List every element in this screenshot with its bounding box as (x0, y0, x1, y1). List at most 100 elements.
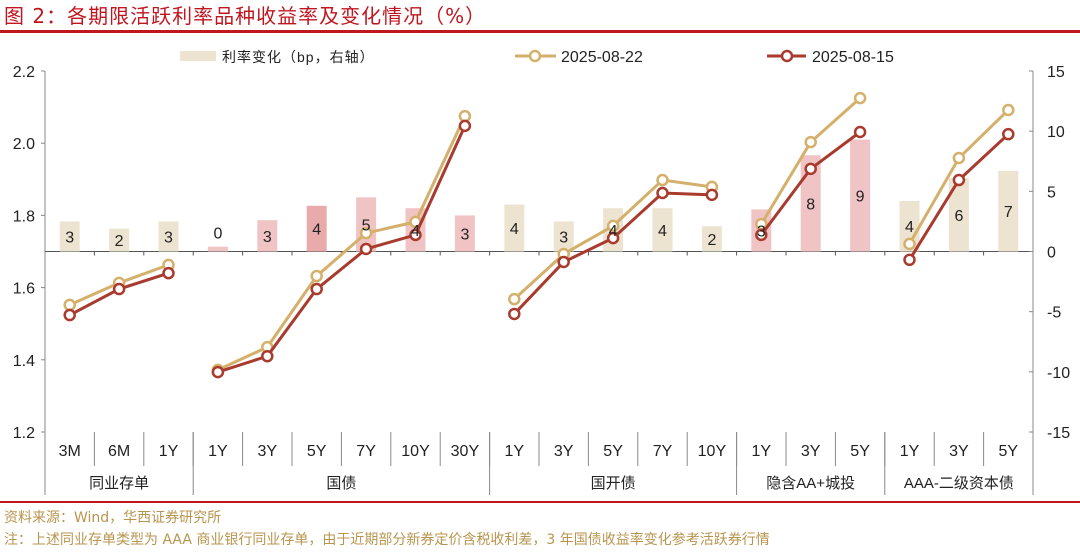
category-label: 3Y (554, 443, 574, 460)
bar-rate-change (701, 226, 722, 252)
point-2025-08-15 (804, 162, 817, 176)
point-2025-08-15 (656, 186, 669, 200)
point-2025-08-15 (63, 308, 76, 322)
point-2025-08-15 (508, 307, 521, 321)
bar-data-label: 5 (362, 217, 371, 234)
point-2025-08-15 (853, 125, 867, 139)
point-2025-08-15 (705, 188, 719, 202)
bar-rate-change (850, 139, 871, 252)
point-2025-08-15 (952, 173, 966, 187)
bar-data-label: 3 (263, 229, 272, 246)
point-2025-08-22 (359, 226, 373, 240)
bar-rate-change (59, 221, 80, 252)
bar-data-label: 3 (164, 229, 173, 246)
bar-rate-change (306, 205, 327, 252)
point-2025-08-22 (804, 135, 817, 149)
group-label: 隐含AA+城投 (766, 475, 855, 492)
category-label: 30Y (451, 443, 480, 460)
point-2025-08-22 (952, 151, 966, 165)
point-2025-08-22 (606, 219, 620, 233)
category-label: 1Y (208, 443, 228, 460)
bar-rate-change (652, 208, 673, 252)
point-2025-08-15 (359, 242, 373, 256)
category-label: 3Y (949, 443, 969, 460)
bar-data-label: 6 (954, 208, 963, 225)
bar-data-label: 9 (856, 189, 865, 206)
group-label: 国开债 (591, 475, 636, 492)
right-axis-tick-label: 15 (1047, 64, 1065, 81)
bar-data-label: 4 (510, 221, 519, 238)
point-2025-08-15 (458, 119, 472, 133)
bottom-rule (0, 501, 1080, 503)
right-axis-tick-label: 5 (1047, 184, 1056, 201)
point-2025-08-15 (1002, 127, 1015, 141)
category-label: 1Y (752, 443, 772, 460)
source-note: 资料来源：Wind，华西证券研究所 (4, 510, 222, 526)
category-label: 3Y (258, 443, 278, 460)
category-label: 5Y (999, 443, 1019, 460)
right-axis-tick-label: -10 (1047, 365, 1070, 382)
point-2025-08-15 (755, 228, 768, 242)
line-2025-08-15 (217, 125, 467, 374)
bar-rate-change (899, 200, 920, 252)
bar-rate-change (257, 220, 278, 252)
category-label: 5Y (603, 443, 623, 460)
left-axis-tick-label: 2.2 (13, 64, 35, 81)
bar-data-label: 3 (559, 229, 568, 246)
point-2025-08-15 (606, 231, 620, 245)
figure-title: 图 2：各期限活跃利率品种收益率及变化情况（%） (4, 4, 487, 28)
legend-swatch-bar (180, 51, 216, 61)
footnote: 注：上述同业存单类型为 AAA 商业银行同业存单，由于近期部分新券定价含税收利差… (4, 532, 770, 548)
point-2025-08-22 (63, 298, 76, 312)
left-axis-tick-label: 1.8 (13, 208, 35, 225)
left-axis-tick-label: 1.6 (13, 281, 35, 298)
bar-rate-change (158, 221, 179, 252)
bar-data-label: 4 (312, 222, 321, 239)
group-label: 同业存单 (89, 475, 149, 492)
right-axis-tick-label: 10 (1047, 124, 1065, 141)
bar-data-label: 4 (609, 223, 618, 240)
point-2025-08-22 (1002, 103, 1015, 117)
left-axis-tick-label: 2.0 (13, 136, 35, 153)
bar-rate-change (504, 204, 525, 252)
bar-rate-change (800, 155, 821, 252)
category-label: 6M (108, 443, 130, 460)
category-label: 1Y (900, 443, 920, 460)
bar-data-label: 2 (115, 233, 124, 250)
point-2025-08-15 (211, 365, 225, 379)
point-2025-08-15 (310, 282, 323, 296)
point-2025-08-22 (656, 173, 669, 187)
bar-data-label: 3 (757, 223, 766, 240)
point-2025-08-15 (112, 282, 126, 296)
right-axis-tick-label: -15 (1047, 425, 1070, 442)
point-2025-08-22 (310, 269, 323, 283)
legend-label: 2025-08-22 (561, 49, 643, 66)
right-axis-tick-label: -5 (1047, 305, 1061, 322)
bar-rate-change (207, 246, 228, 252)
left-axis-tick-label: 1.2 (13, 425, 35, 442)
point-2025-08-15 (409, 228, 422, 242)
bar-data-label: 7 (1004, 204, 1013, 221)
point-2025-08-22 (903, 237, 916, 251)
category-label: 7Y (653, 443, 673, 460)
bar-rate-change (454, 215, 475, 252)
bar-data-label: 2 (707, 232, 716, 249)
chart: 1.2 1.4 1.6 1.8 2.0 2.2 -15 -10 -5 0 5 10 15 3 2 3 0 3 4 5 4… (13, 49, 1070, 495)
category-label: 7Y (356, 443, 376, 460)
bar-data-label: 4 (658, 223, 667, 240)
category-label: 1Y (159, 443, 179, 460)
bar-data-label: 3 (460, 226, 469, 243)
category-label: 10Y (698, 443, 727, 460)
legend-label: 2025-08-15 (812, 49, 894, 66)
point-2025-08-22 (508, 292, 521, 306)
category-label: 10Y (401, 443, 430, 460)
bar-data-label: 8 (806, 196, 815, 213)
category-label: 3M (59, 443, 81, 460)
bar-rate-change (948, 178, 969, 252)
point-2025-08-22 (853, 91, 867, 105)
group-label: AAA-二级资本债 (904, 475, 1014, 492)
left-axis-tick-label: 1.4 (13, 353, 35, 370)
top-rule (0, 30, 1080, 33)
point-2025-08-15 (903, 253, 916, 267)
right-axis-tick-label: 0 (1047, 245, 1056, 262)
